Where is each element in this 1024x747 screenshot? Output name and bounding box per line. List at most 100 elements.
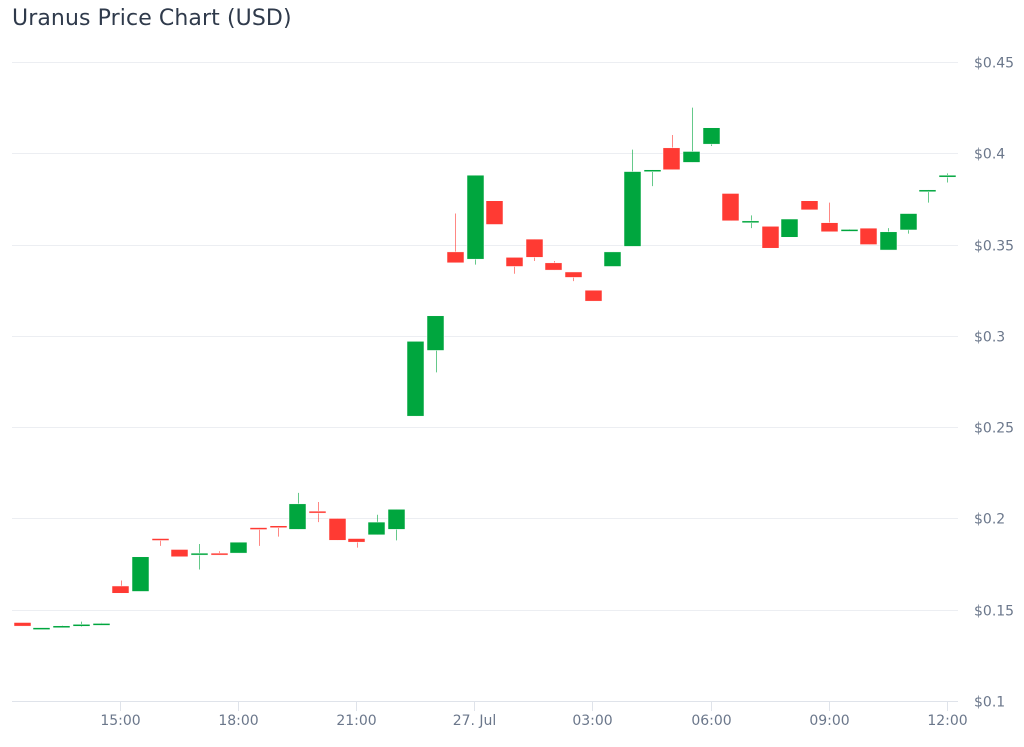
candle-up[interactable] [840,229,859,232]
candle-down[interactable] [210,551,229,556]
candle-body [702,127,721,145]
candle-up[interactable] [918,189,937,203]
candle-body [780,218,799,238]
candle-body [446,251,465,264]
y-tick-label: $0.15 [974,604,1014,620]
candle-body [131,556,150,592]
candle-body [662,147,681,170]
candle-body [820,222,839,233]
candle-body [603,251,622,267]
candle-body [721,193,740,222]
candle-down[interactable] [446,213,465,264]
candle-body [328,518,347,541]
candle-body [210,552,229,556]
candle-down[interactable] [505,257,524,274]
candle-body [288,503,307,530]
candle-down[interactable] [485,200,504,225]
candle-body [367,521,386,536]
candle-down[interactable] [347,538,366,548]
candle-body [466,174,485,260]
candle-body [682,151,701,163]
candle-body [584,289,603,302]
y-tick-label: $0.1 [974,695,1005,711]
candle-down[interactable] [662,135,681,170]
candle-body [840,229,859,232]
candle-up[interactable] [623,149,642,247]
candle-up[interactable] [702,127,721,146]
candle-body [938,174,957,178]
candle-body [918,189,937,193]
candle-down[interactable] [721,193,740,222]
y-gridlines [12,62,958,702]
candle-body [269,525,288,528]
candle-up[interactable] [32,627,51,630]
candle-down[interactable] [564,271,583,282]
candle-up[interactable] [879,228,898,251]
y-tick-label: $0.35 [974,239,1014,255]
candle-up[interactable] [52,625,71,629]
candle-down[interactable] [269,525,288,537]
candle-up[interactable] [92,622,111,626]
candle-body [406,341,425,417]
candle-down[interactable] [151,538,170,546]
candle-body [485,200,504,225]
candle-up[interactable] [426,315,445,373]
candle-down[interactable] [328,518,347,541]
x-tick-label: 12:00 [927,713,967,729]
candle-body [32,627,51,630]
candle-up[interactable] [190,543,209,570]
candle-up[interactable] [367,514,386,536]
y-tick-label: $0.2 [974,512,1005,528]
candle-body [564,271,583,278]
candle-body [249,527,268,530]
candle-up[interactable] [643,169,662,187]
candle-up[interactable] [72,621,91,628]
candle-up[interactable] [780,218,799,238]
candle-down[interactable] [544,261,563,271]
candle-body [52,625,71,629]
candle-up[interactable] [899,213,918,234]
candle-up[interactable] [406,341,425,417]
candle-up[interactable] [288,492,307,530]
candle-down[interactable] [111,580,130,594]
candle-up[interactable] [131,556,150,592]
candle-body [505,257,524,267]
candle-down[interactable] [249,527,268,546]
candle-body [308,510,327,514]
candle-up[interactable] [603,251,622,267]
candle-down[interactable] [13,622,32,627]
candle-up[interactable] [938,173,957,183]
candle-down[interactable] [170,549,189,558]
candle-body [643,169,662,172]
x-axis: 15:00 18:00 21:00 27. Jul 03:00 06:00 09:00 12:… [12,701,968,729]
candle-down[interactable] [820,202,839,233]
candle-up[interactable] [741,215,760,229]
candle-body [859,227,878,245]
candle-body [761,226,780,249]
candle-down[interactable] [525,238,544,262]
candle-down[interactable] [859,227,878,245]
candle-body [426,315,445,351]
candle-down[interactable] [308,501,327,523]
y-tick-label: $0.25 [974,421,1014,437]
candle-body [623,171,642,247]
y-tick-label: $0.45 [974,56,1014,72]
candle-up[interactable] [682,107,701,163]
candle-body [72,624,91,627]
x-tick-label: 18:00 [218,713,258,729]
candle-body [899,213,918,231]
x-tick-label: 09:00 [809,713,849,729]
candle-down[interactable] [761,226,780,249]
candle-up[interactable] [387,509,406,541]
candle-body [190,552,209,556]
candle-body [170,549,189,558]
candle-body [800,200,819,211]
candle-down[interactable] [584,289,603,302]
candle-up[interactable] [229,541,248,554]
x-tick-label: 21:00 [336,713,376,729]
candle-down[interactable] [800,200,819,211]
x-tick-label: 27. Jul [453,713,497,729]
candle-body [151,538,170,541]
candle-up[interactable] [466,174,485,265]
